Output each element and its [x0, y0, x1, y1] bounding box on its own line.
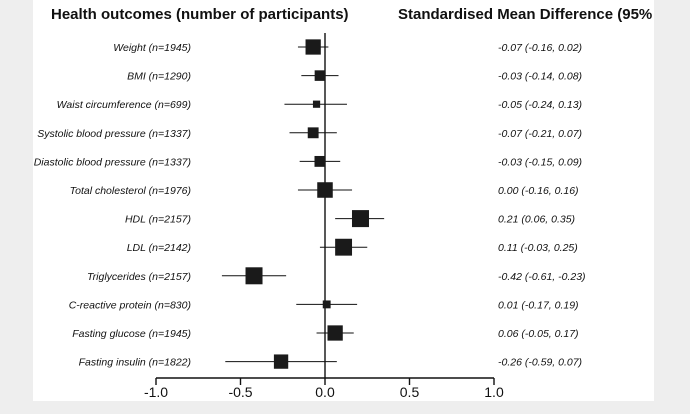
forest-row: Triglycerides (n=2157) -0.42 (-0.61, -0.2…	[87, 267, 586, 285]
forest-row: Diastolic blood pressure (n=1337) -0.03 (…	[34, 155, 582, 168]
point-estimate-marker	[322, 300, 331, 309]
point-estimate-marker	[317, 182, 333, 198]
smd-ci-label: -0.05 (-0.24, 0.13)	[498, 99, 582, 111]
x-tick-label: 1.0	[484, 384, 504, 400]
forest-row: Total cholesterol (n=1976) 0.00 (-0.16, 0…	[70, 182, 579, 198]
outcome-label: C-reactive protein (n=830)	[69, 299, 191, 311]
outcome-label: Fasting glucose (n=1945)	[72, 328, 191, 340]
forest-row: BMI (n=1290) -0.03 (-0.14, 0.08)	[127, 70, 582, 83]
forest-rows: Weight (n=1945) -0.07 (-0.16, 0.02) BMI (n…	[34, 33, 586, 378]
forest-row: HDL (n=2157) 0.21 (0.06, 0.35)	[125, 210, 575, 228]
point-estimate-marker	[305, 39, 321, 55]
smd-ci-label: 0.01 (-0.17, 0.19)	[498, 299, 579, 311]
smd-ci-label: -0.03 (-0.14, 0.08)	[498, 71, 582, 83]
point-estimate-marker	[273, 354, 289, 369]
forest-row: LDL (n=2142) 0.11 (-0.03, 0.25)	[127, 238, 578, 256]
forest-row: Systolic blood pressure (n=1337) -0.07 (-…	[37, 127, 582, 140]
forest-plot-figure: Health outcomes (number of participants)…	[33, 0, 654, 401]
smd-ci-label: 0.06 (-0.05, 0.17)	[498, 328, 579, 340]
point-estimate-marker	[314, 155, 326, 167]
outcome-label: Systolic blood pressure (n=1337)	[37, 128, 191, 140]
outcome-label: Triglycerides (n=2157)	[87, 271, 191, 283]
smd-ci-label: 0.11 (-0.03, 0.25)	[498, 242, 578, 254]
x-tick-label: 0.5	[400, 384, 420, 400]
point-estimate-marker	[351, 210, 369, 228]
left-column-header: Health outcomes (number of participants)	[51, 6, 349, 23]
point-estimate-marker	[245, 267, 263, 285]
smd-ci-label: 0.00 (-0.16, 0.16)	[498, 185, 579, 197]
smd-ci-label: -0.42 (-0.61, -0.23)	[498, 271, 586, 283]
smd-ci-label: 0.21 (0.06, 0.35)	[498, 214, 575, 226]
forest-plot: Health outcomes (number of participants)…	[34, 6, 654, 400]
forest-row: Waist circumference (n=699) -0.05 (-0.24,…	[57, 99, 582, 111]
outcome-label: LDL (n=2142)	[127, 242, 191, 254]
outcome-label: Diastolic blood pressure (n=1337)	[34, 156, 191, 168]
point-estimate-marker	[307, 127, 319, 139]
forest-row: Fasting insulin (n=1822) -0.26 (-0.59, 0.…	[79, 354, 582, 369]
outcome-label: Weight (n=1945)	[113, 42, 191, 54]
right-column-header: Standardised Mean Difference (95% CI)	[398, 6, 654, 23]
x-tick-label: -1.0	[144, 384, 168, 400]
point-estimate-marker	[314, 70, 326, 81]
outcome-label: Waist circumference (n=699)	[57, 99, 191, 111]
x-tick-label: 0.0	[315, 384, 335, 400]
forest-row: Fasting glucose (n=1945) 0.06 (-0.05, 0.1…	[72, 325, 579, 341]
smd-ci-label: -0.03 (-0.15, 0.09)	[498, 156, 582, 168]
outcome-label: Total cholesterol (n=1976)	[70, 185, 191, 197]
point-estimate-marker	[312, 100, 321, 108]
outcome-label: BMI (n=1290)	[127, 71, 191, 83]
point-estimate-marker	[335, 238, 353, 256]
x-tick-label: -0.5	[228, 384, 252, 400]
smd-ci-label: -0.26 (-0.59, 0.07)	[498, 357, 582, 369]
outcome-label: HDL (n=2157)	[125, 214, 191, 226]
x-axis: -1.0 -0.5 0.0 0.5 1.0	[144, 377, 504, 400]
forest-row: C-reactive protein (n=830) 0.01 (-0.17, 0…	[69, 299, 579, 311]
forest-row: Weight (n=1945) -0.07 (-0.16, 0.02)	[113, 39, 582, 55]
smd-ci-label: -0.07 (-0.16, 0.02)	[498, 42, 582, 54]
outcome-label: Fasting insulin (n=1822)	[79, 357, 191, 369]
smd-ci-label: -0.07 (-0.21, 0.07)	[498, 128, 582, 140]
point-estimate-marker	[327, 325, 343, 341]
